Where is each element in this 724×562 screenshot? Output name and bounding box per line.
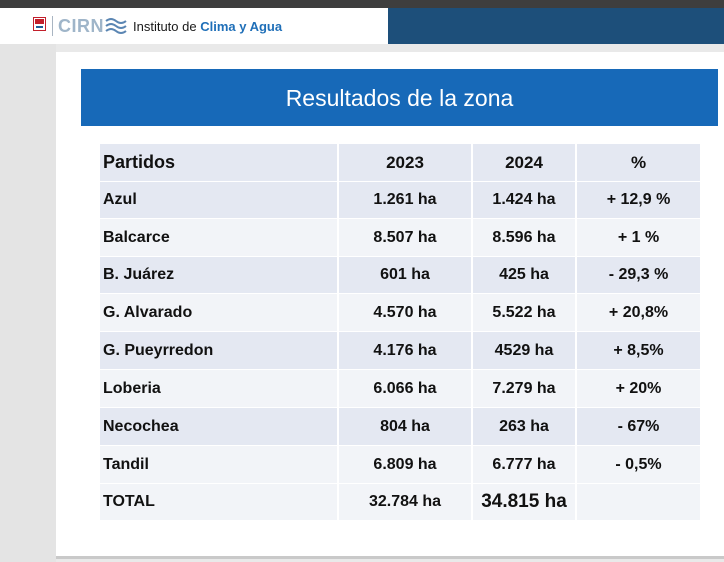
cell-partido: Loberia xyxy=(100,370,339,408)
cell-value-2024: 1.424 ha xyxy=(473,182,577,219)
cell-value-2023: 8.507 ha xyxy=(339,219,473,257)
header-partido: Partidos xyxy=(100,144,339,182)
cell-value-2024: 34.815 ha xyxy=(473,484,577,521)
slide-title-bar: Resultados de la zona xyxy=(81,69,718,126)
cell-percent-change: + 20% xyxy=(577,370,700,408)
table-row: Azul 1.261 ha 1.424 ha + 12,9 % xyxy=(100,182,700,219)
table-row: Necochea 804 ha 263 ha - 67% xyxy=(100,408,700,446)
table-row: B. Juárez 601 ha 425 ha - 29,3 % xyxy=(100,257,700,294)
cell-percent-change: + 12,9 % xyxy=(577,182,700,219)
cell-value-2023: 4.570 ha xyxy=(339,294,473,332)
cell-percent-change: + 1 % xyxy=(577,219,700,257)
cell-value-2023: 601 ha xyxy=(339,257,473,294)
header-value-2024: 2024 xyxy=(473,144,577,182)
results-table: Partidos 2023 2024% Azul 1.261 ha 1.424 ha + 1… xyxy=(100,144,700,521)
cell-partido: Azul xyxy=(100,182,339,219)
cell-partido: TOTAL xyxy=(100,484,339,521)
table-header-row: Partidos 2023 2024% xyxy=(100,144,700,182)
top-window-strip xyxy=(0,0,724,8)
results-table-body: Partidos 2023 2024% Azul 1.261 ha 1.424 ha + 1… xyxy=(100,144,700,521)
table-row: G. Pueyrredon 4.176 ha 4529 ha + 8,5% xyxy=(100,332,700,370)
header-percent-change: % xyxy=(577,144,700,182)
header-bar: CIRN Instituto de Clima y Agua xyxy=(0,8,724,44)
table-total-row: TOTAL 32.784 ha 34.815 ha xyxy=(100,484,700,521)
cell-value-2023: 804 ha xyxy=(339,408,473,446)
logo-area: CIRN Instituto de Clima y Agua xyxy=(0,8,388,44)
institute-name: Instituto de Clima y Agua xyxy=(133,19,282,35)
cell-value-2024: 425 ha xyxy=(473,257,577,294)
cell-value-2024: 263 ha xyxy=(473,408,577,446)
header-value-2023: 2023 xyxy=(339,144,473,182)
logo-divider xyxy=(52,16,53,36)
cell-value-2023: 4.176 ha xyxy=(339,332,473,370)
cell-percent-change: + 8,5% xyxy=(577,332,700,370)
slide-shadow xyxy=(56,556,724,559)
table-row: Tandil 6.809 ha 6.777 ha - 0,5% xyxy=(100,446,700,484)
cell-partido: Tandil xyxy=(100,446,339,484)
cell-partido: Balcarce xyxy=(100,219,339,257)
cell-partido: B. Juárez xyxy=(100,257,339,294)
cell-partido: G. Pueyrredon xyxy=(100,332,339,370)
cell-value-2023: 1.261 ha xyxy=(339,182,473,219)
slide-title: Resultados de la zona xyxy=(285,85,514,111)
cell-value-2023: 6.066 ha xyxy=(339,370,473,408)
cirn-logo-text: CIRN xyxy=(58,16,104,36)
institute-prefix: Instituto de xyxy=(133,19,201,34)
table-row: Loberia 6.066 ha 7.279 ha + 20% xyxy=(100,370,700,408)
cell-partido: Necochea xyxy=(100,408,339,446)
left-margin xyxy=(0,44,56,562)
table-row: Balcarce 8.507 ha 8.596 ha + 1 % xyxy=(100,219,700,257)
waves-icon xyxy=(105,18,127,34)
cell-percent-change: - 0,5% xyxy=(577,446,700,484)
cell-percent-change xyxy=(577,484,700,521)
inta-logo-icon xyxy=(33,17,46,31)
cell-partido: G. Alvarado xyxy=(100,294,339,332)
cell-percent-change: + 20,8% xyxy=(577,294,700,332)
cell-value-2023: 32.784 ha xyxy=(339,484,473,521)
table-row: G. Alvarado 4.570 ha 5.522 ha + 20,8% xyxy=(100,294,700,332)
cell-value-2024: 5.522 ha xyxy=(473,294,577,332)
cell-value-2024: 4529 ha xyxy=(473,332,577,370)
cell-value-2023: 6.809 ha xyxy=(339,446,473,484)
cell-percent-change: - 29,3 % xyxy=(577,257,700,294)
cell-value-2024: 8.596 ha xyxy=(473,219,577,257)
institute-highlight: Clima y Agua xyxy=(200,19,283,34)
cell-value-2024: 7.279 ha xyxy=(473,370,577,408)
cell-percent-change: - 67% xyxy=(577,408,700,446)
cell-value-2024: 6.777 ha xyxy=(473,446,577,484)
